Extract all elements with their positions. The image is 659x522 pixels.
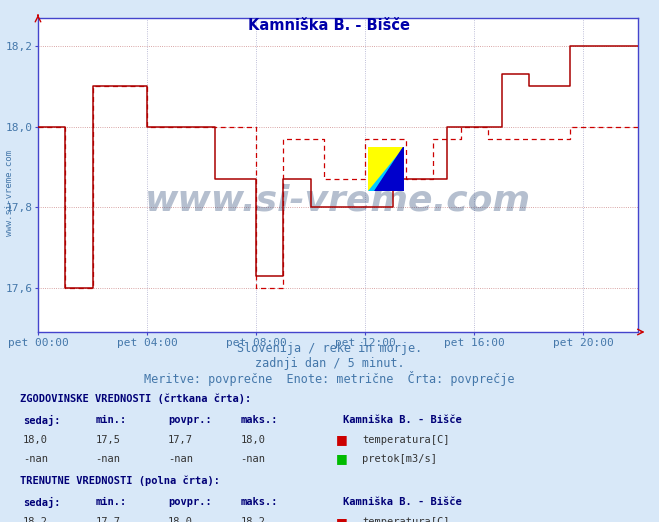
Text: www.si-vreme.com: www.si-vreme.com: [5, 150, 14, 236]
Text: Meritve: povprečne  Enote: metrične  Črta: povprečje: Meritve: povprečne Enote: metrične Črta:…: [144, 371, 515, 386]
Text: -nan: -nan: [96, 454, 121, 464]
Text: 18,0: 18,0: [241, 435, 266, 445]
Text: maks.:: maks.:: [241, 415, 278, 425]
Text: -nan: -nan: [241, 454, 266, 464]
Text: sedaj:: sedaj:: [23, 415, 61, 426]
Text: Kamniška B. - Bišče: Kamniška B. - Bišče: [343, 497, 461, 507]
Text: min.:: min.:: [96, 497, 127, 507]
Text: 18,2: 18,2: [23, 517, 48, 522]
Text: -nan: -nan: [168, 454, 193, 464]
Text: ■: ■: [336, 516, 348, 522]
Text: 18,2: 18,2: [241, 517, 266, 522]
Text: temperatura[C]: temperatura[C]: [362, 435, 450, 445]
Text: min.:: min.:: [96, 415, 127, 425]
Text: ■: ■: [336, 433, 348, 446]
Text: temperatura[C]: temperatura[C]: [362, 517, 450, 522]
Text: maks.:: maks.:: [241, 497, 278, 507]
Polygon shape: [375, 147, 404, 191]
Text: TRENUTNE VREDNOSTI (polna črta):: TRENUTNE VREDNOSTI (polna črta):: [20, 476, 219, 486]
Text: -nan: -nan: [23, 454, 48, 464]
Text: 17,7: 17,7: [168, 435, 193, 445]
Text: ZGODOVINSKE VREDNOSTI (črtkana črta):: ZGODOVINSKE VREDNOSTI (črtkana črta):: [20, 393, 251, 404]
Text: www.si-vreme.com: www.si-vreme.com: [145, 183, 531, 217]
Text: pretok[m3/s]: pretok[m3/s]: [362, 454, 438, 464]
Text: 17,7: 17,7: [96, 517, 121, 522]
Text: ■: ■: [336, 452, 348, 465]
Text: zadnji dan / 5 minut.: zadnji dan / 5 minut.: [254, 357, 405, 370]
Text: sedaj:: sedaj:: [23, 497, 61, 508]
Text: Kamniška B. - Bišče: Kamniška B. - Bišče: [343, 415, 461, 425]
Text: povpr.:: povpr.:: [168, 497, 212, 507]
Text: 18,0: 18,0: [168, 517, 193, 522]
Text: 18,0: 18,0: [23, 435, 48, 445]
Text: Slovenija / reke in morje.: Slovenija / reke in morje.: [237, 342, 422, 355]
Polygon shape: [368, 147, 404, 191]
Text: 17,5: 17,5: [96, 435, 121, 445]
Text: Kamniška B. - Bišče: Kamniška B. - Bišče: [248, 18, 411, 33]
Text: povpr.:: povpr.:: [168, 415, 212, 425]
Polygon shape: [368, 147, 404, 191]
